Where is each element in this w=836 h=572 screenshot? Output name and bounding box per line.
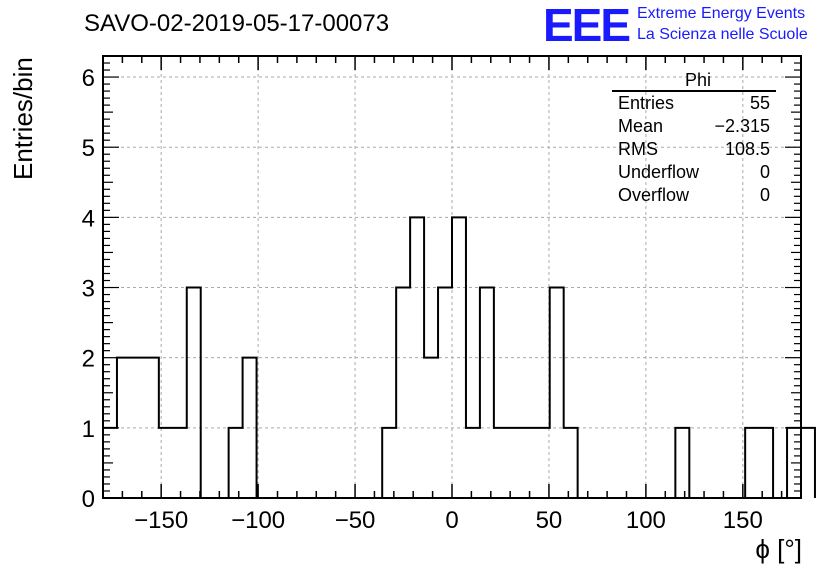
y-tick-label: 2 — [82, 346, 95, 373]
x-tick-label: −50 — [335, 507, 376, 534]
stats-value: 0 — [759, 162, 770, 182]
stats-value: −2.315 — [714, 116, 770, 136]
stats-label: Overflow — [618, 185, 690, 205]
stats-row-overflow: Overflow 0 — [612, 184, 776, 207]
stats-label: RMS — [618, 139, 658, 159]
stats-value: 0 — [759, 185, 770, 205]
stats-label: Entries — [618, 93, 675, 113]
y-tick-label: 4 — [82, 205, 95, 232]
x-tick-label: 50 — [536, 507, 563, 534]
x-tick-label: 100 — [626, 507, 666, 534]
y-tick-label: 3 — [82, 276, 95, 303]
stats-value: 108.5 — [724, 139, 770, 159]
x-tick-label: −150 — [134, 507, 188, 534]
stats-row-entries: Entries 55 — [612, 92, 776, 115]
stats-label: Mean — [618, 116, 664, 136]
logo-caption: Extreme Energy Events La Scienza nelle S… — [637, 3, 808, 45]
logo-caption-line-1: Extreme Energy Events — [637, 5, 806, 22]
chart-title: SAVO-02-2019-05-17-00073 — [84, 10, 390, 37]
stats-row-mean: Mean −2.315 — [612, 115, 776, 138]
y-tick-label: 6 — [82, 65, 95, 92]
y-tick-label: 5 — [82, 135, 95, 162]
stats-box: Phi Entries 55 Mean −2.315 RMS 108.5 Und… — [612, 70, 776, 207]
x-tick-label: −100 — [231, 507, 285, 534]
stats-row-rms: RMS 108.5 — [612, 138, 776, 161]
stats-row-underflow: Underflow 0 — [612, 161, 776, 184]
y-tick-label: 0 — [82, 486, 95, 513]
y-axis-label: Entries/bin — [8, 57, 38, 180]
stats-value: 55 — [749, 93, 770, 113]
axis-ticks — [102, 55, 802, 499]
x-tick-label: 150 — [723, 507, 763, 534]
stats-title: Phi — [612, 70, 776, 92]
x-axis-label: ϕ [°] — [755, 534, 802, 564]
y-tick-label: 1 — [82, 416, 95, 443]
tick-labels: −150 −100 −50 0 50 100 150 0 1 2 3 4 5 6 — [82, 65, 763, 534]
stats-label: Underflow — [618, 162, 700, 182]
logo-caption-line-2: La Scienza nelle Scuole — [637, 26, 808, 43]
eee-logo: EEE — [543, 0, 631, 51]
x-tick-label: 0 — [445, 507, 458, 534]
